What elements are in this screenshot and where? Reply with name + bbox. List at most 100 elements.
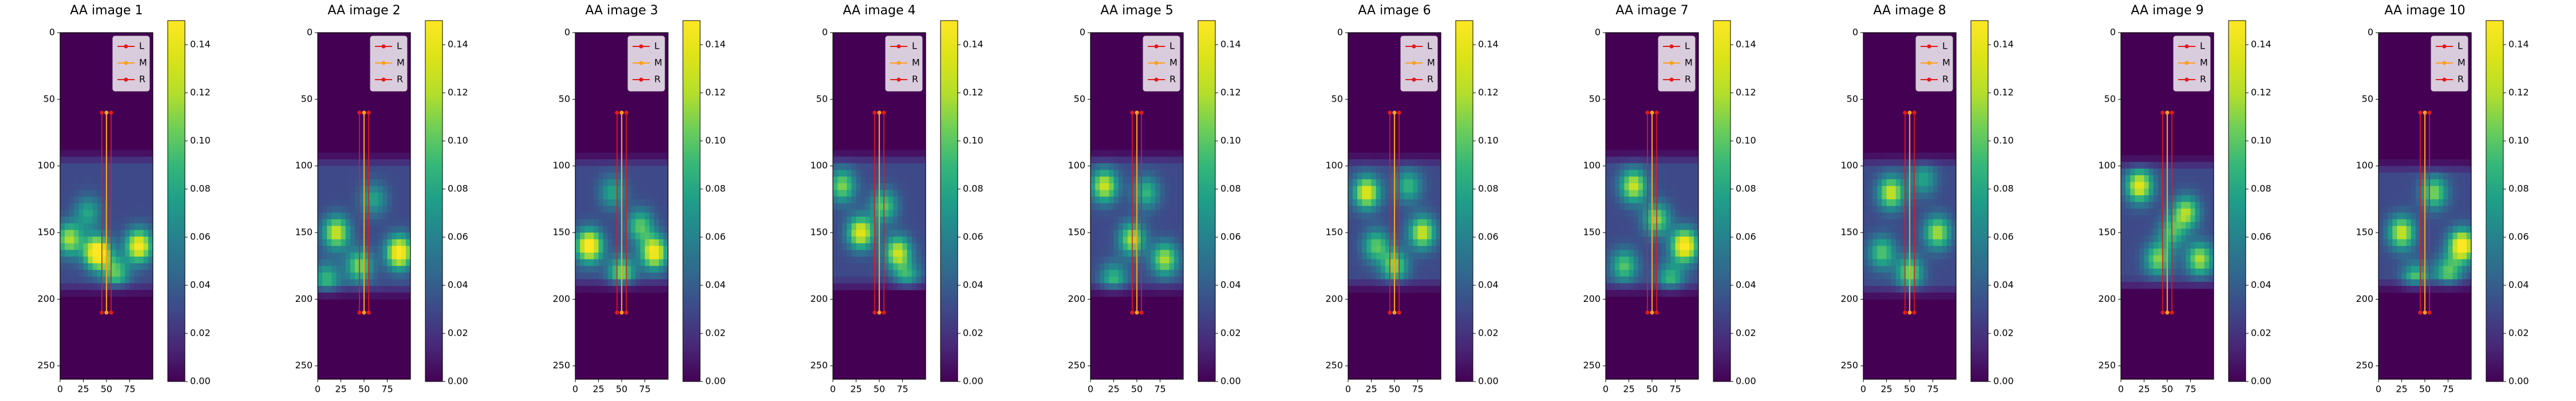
heatmap-cell — [1385, 259, 1390, 266]
heatmap-cell — [396, 286, 402, 293]
heatmap-cell — [2195, 235, 2200, 242]
heatmap-cell — [1118, 183, 1124, 190]
heatmap-cell — [1095, 223, 1100, 230]
heatmap-cell — [1610, 217, 1615, 224]
heatmap-cell — [1394, 226, 1400, 233]
heatmap-cell — [833, 163, 838, 171]
heatmap-cell — [2429, 252, 2435, 260]
heatmap-cell — [134, 276, 140, 284]
heatmap-cell — [1146, 163, 1151, 171]
heatmap-cell — [405, 246, 411, 253]
heatmap-cell — [663, 239, 669, 246]
legend-item-R: R — [2436, 74, 2464, 85]
heatmap-cell — [1882, 213, 1887, 220]
heatmap-cell — [1624, 256, 1629, 264]
heatmap-cell — [2139, 229, 2144, 236]
heatmap-cell — [1380, 272, 1386, 280]
heatmap-cell — [1353, 219, 1358, 226]
heatmap-cell — [2420, 259, 2425, 266]
heatmap-cell — [1362, 152, 1367, 160]
heatmap-cell — [1376, 286, 1381, 293]
heatmap-cell — [1164, 270, 1170, 277]
heatmap-cell — [1394, 252, 1400, 260]
heatmap-cell — [318, 292, 323, 300]
heatmap-cell — [1882, 252, 1887, 260]
heatmap-cell — [1422, 219, 1428, 226]
heatmap-cell — [364, 259, 369, 266]
heatmap-cell — [598, 246, 603, 253]
panel-title: AA image 4 — [843, 3, 915, 18]
heatmap-cell — [598, 239, 603, 246]
heatmap-cell — [865, 196, 871, 204]
heatmap-cell — [382, 286, 388, 293]
heatmap-cell — [60, 276, 65, 284]
heatmap-cell — [1164, 237, 1170, 244]
heatmap-cell — [1615, 176, 1620, 184]
heatmap-cell — [1408, 252, 1413, 260]
heatmap-cell — [603, 199, 609, 206]
heatmap-cell — [860, 196, 866, 204]
heatmap-cell — [1633, 176, 1639, 184]
heatmap-cell — [1389, 192, 1395, 200]
heatmap-cell — [2186, 242, 2191, 249]
heatmap-cell — [2176, 215, 2182, 222]
heatmap-cell — [2186, 202, 2191, 209]
heatmap-cell — [2181, 182, 2186, 189]
heatmap-cell — [2158, 195, 2163, 202]
heatmap-cell — [74, 170, 79, 177]
heatmap-cell — [1169, 276, 1175, 284]
heatmap-cell — [2439, 286, 2444, 293]
heatmap-cell — [1624, 230, 1629, 237]
heatmap-cell — [575, 186, 580, 193]
heatmap-cell — [884, 256, 889, 264]
heatmap-cell — [865, 283, 871, 290]
heatmap-cell — [1132, 210, 1137, 217]
y-tick-label: 250 — [1068, 360, 1085, 371]
heatmap-cell — [387, 239, 392, 246]
legend-item-M: M — [633, 57, 662, 68]
heatmap-cell — [2406, 159, 2412, 167]
heatmap-cell — [920, 237, 926, 244]
heatmap-cell — [143, 203, 149, 210]
heatmap-cell — [1910, 239, 1915, 246]
heatmap-cell — [2195, 262, 2200, 269]
heatmap-cell — [387, 286, 392, 293]
heatmap-cell — [364, 179, 369, 186]
heatmap-cell — [635, 239, 641, 246]
heatmap-cell — [2434, 199, 2439, 206]
heatmap-cell — [106, 150, 112, 157]
heatmap-cell — [1863, 226, 1868, 233]
heatmap-cell — [401, 246, 406, 253]
heatmap-cell — [78, 156, 84, 164]
heatmap-cell — [1118, 290, 1124, 297]
heatmap-cell — [1348, 159, 1353, 167]
heatmap-cell — [2466, 159, 2472, 167]
heatmap-cell — [88, 190, 93, 197]
heatmap-cell — [631, 219, 636, 226]
heatmap-cell — [336, 179, 341, 186]
heatmap-cell — [1141, 176, 1147, 184]
heatmap-cell — [396, 266, 402, 273]
heatmap-cell — [1619, 223, 1625, 230]
heatmap-cell — [1141, 243, 1147, 250]
heatmap-cell — [364, 213, 369, 220]
heatmap-cell — [2135, 162, 2140, 169]
heatmap-cell — [865, 217, 871, 224]
heatmap-cell — [1357, 213, 1362, 220]
heatmap-cell — [350, 199, 355, 206]
heatmap-cell — [589, 179, 594, 186]
heatmap-cell — [345, 219, 351, 226]
heatmap-cell — [1132, 203, 1137, 210]
x-tick-label: 75 — [381, 384, 393, 395]
heatmap-cell — [69, 223, 74, 230]
heatmap-cell — [1693, 283, 1699, 290]
heatmap-cell — [2158, 162, 2163, 169]
heatmap-cell — [327, 226, 332, 233]
line-R-marker-bottom — [1139, 310, 1144, 315]
y-tick-label: 150 — [2098, 227, 2116, 238]
heatmap-cell — [139, 150, 144, 157]
heatmap-cell — [1689, 183, 1694, 190]
heatmap-cell — [318, 272, 323, 280]
heatmap-cell — [336, 152, 341, 160]
heatmap-cell — [1666, 150, 1671, 157]
